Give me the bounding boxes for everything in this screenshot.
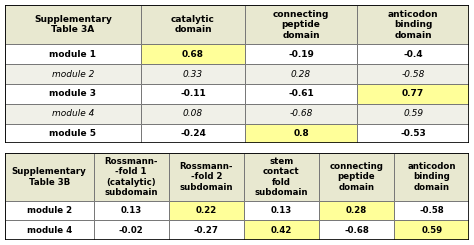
Text: module 2: module 2 <box>27 206 72 215</box>
Bar <box>245 104 357 123</box>
Text: 0.59: 0.59 <box>421 226 442 235</box>
Text: module 4: module 4 <box>27 226 72 235</box>
Bar <box>245 123 357 143</box>
Text: anticodon
binding
domain: anticodon binding domain <box>408 162 456 192</box>
Text: 0.08: 0.08 <box>183 109 203 118</box>
Text: 0.13: 0.13 <box>271 206 292 215</box>
Bar <box>357 64 469 84</box>
Text: Rossmann-
-fold 1
(catalytic)
subdomain: Rossmann- -fold 1 (catalytic) subdomain <box>104 157 158 197</box>
Text: module 1: module 1 <box>49 50 96 59</box>
Bar <box>169 201 244 220</box>
Text: module 3: module 3 <box>49 89 96 98</box>
Text: 0.59: 0.59 <box>403 109 423 118</box>
Bar <box>5 201 93 220</box>
Text: connecting
peptide
domain: connecting peptide domain <box>273 10 329 40</box>
Bar <box>5 64 141 84</box>
Text: catalytic
domain: catalytic domain <box>171 15 215 34</box>
Text: 0.77: 0.77 <box>402 89 424 98</box>
Text: -0.68: -0.68 <box>290 109 313 118</box>
Text: -0.58: -0.58 <box>419 206 444 215</box>
Bar <box>93 201 169 220</box>
Bar <box>245 5 357 44</box>
Bar <box>141 104 245 123</box>
Bar <box>141 123 245 143</box>
Bar <box>357 84 469 104</box>
Bar <box>357 123 469 143</box>
Text: module 5: module 5 <box>49 129 96 138</box>
Text: Supplementary
Table 3B: Supplementary Table 3B <box>12 167 87 186</box>
Bar <box>5 104 141 123</box>
Text: 0.8: 0.8 <box>293 129 309 138</box>
Bar <box>394 201 469 220</box>
Bar <box>5 44 141 64</box>
Text: -0.11: -0.11 <box>180 89 206 98</box>
Bar <box>141 64 245 84</box>
Bar <box>169 220 244 240</box>
Text: 0.42: 0.42 <box>271 226 292 235</box>
Text: 0.68: 0.68 <box>182 50 204 59</box>
Bar <box>357 44 469 64</box>
Bar <box>5 220 93 240</box>
Bar <box>319 153 394 201</box>
Bar <box>319 201 394 220</box>
Text: Supplementary
Table 3A: Supplementary Table 3A <box>34 15 112 34</box>
Text: 0.13: 0.13 <box>120 206 142 215</box>
Bar <box>169 153 244 201</box>
Text: -0.19: -0.19 <box>288 50 314 59</box>
Bar <box>141 44 245 64</box>
Bar <box>244 220 319 240</box>
Text: 0.28: 0.28 <box>346 206 367 215</box>
Text: module 2: module 2 <box>52 70 94 79</box>
Bar <box>5 153 93 201</box>
Text: -0.24: -0.24 <box>180 129 206 138</box>
Bar <box>244 201 319 220</box>
Bar <box>5 5 141 44</box>
Bar <box>141 84 245 104</box>
Text: anticodon
binding
domain: anticodon binding domain <box>388 10 438 40</box>
Bar <box>357 5 469 44</box>
Text: -0.4: -0.4 <box>403 50 423 59</box>
Text: 0.22: 0.22 <box>196 206 217 215</box>
Bar <box>93 153 169 201</box>
Text: connecting
peptide
domain: connecting peptide domain <box>329 162 383 192</box>
Bar <box>357 104 469 123</box>
Bar <box>5 123 141 143</box>
Bar <box>5 84 141 104</box>
Text: stem
contact
fold
subdomain: stem contact fold subdomain <box>255 157 308 197</box>
Bar <box>394 220 469 240</box>
Bar <box>245 64 357 84</box>
Bar <box>141 5 245 44</box>
Text: -0.02: -0.02 <box>119 226 144 235</box>
Text: 0.28: 0.28 <box>291 70 311 79</box>
Text: -0.58: -0.58 <box>401 70 425 79</box>
Text: -0.68: -0.68 <box>344 226 369 235</box>
Text: module 4: module 4 <box>52 109 94 118</box>
Bar <box>245 84 357 104</box>
Bar <box>394 153 469 201</box>
Bar <box>245 44 357 64</box>
Bar <box>93 220 169 240</box>
Text: -0.61: -0.61 <box>288 89 314 98</box>
Bar <box>244 153 319 201</box>
Text: 0.33: 0.33 <box>183 70 203 79</box>
Text: Rossmann-
-fold 2
subdomain: Rossmann- -fold 2 subdomain <box>180 162 233 192</box>
Text: -0.27: -0.27 <box>194 226 219 235</box>
Text: -0.53: -0.53 <box>401 129 426 138</box>
Bar <box>319 220 394 240</box>
